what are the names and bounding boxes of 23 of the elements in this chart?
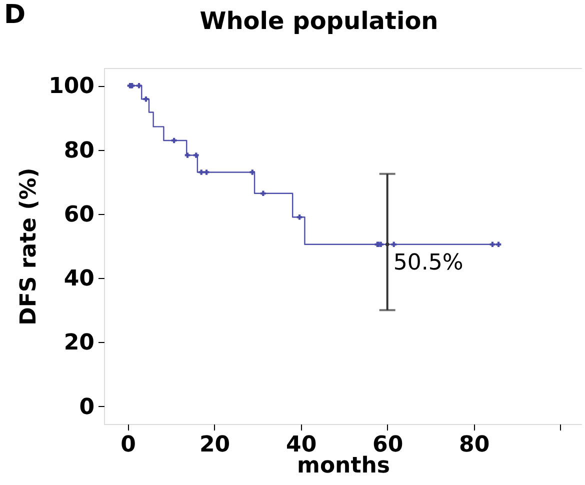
point: [184, 152, 190, 158]
point: [193, 152, 199, 158]
point: [250, 170, 256, 175]
y-axis-title: DFS rate (%): [16, 168, 42, 326]
y-tick-label: 40: [64, 266, 94, 292]
point: [260, 190, 266, 196]
y-tick-label: 80: [64, 138, 94, 164]
x-tick-label: 80: [459, 432, 490, 458]
point: [136, 82, 142, 88]
point: [198, 170, 204, 175]
annotation: 50.5%: [393, 250, 464, 276]
y-tick-label: 0: [79, 394, 94, 420]
x-tick-label: 20: [199, 432, 230, 458]
x-tick-label: 0: [120, 432, 136, 458]
text: D: [4, 0, 26, 30]
chart-title: Whole population: [200, 7, 438, 35]
point: [143, 96, 149, 102]
y-tick-label: 20: [64, 330, 94, 356]
point: [296, 214, 302, 220]
point: [204, 170, 210, 175]
y-tick-label: 100: [48, 74, 94, 100]
point: [391, 242, 396, 248]
y-tick-label: 60: [64, 202, 94, 228]
